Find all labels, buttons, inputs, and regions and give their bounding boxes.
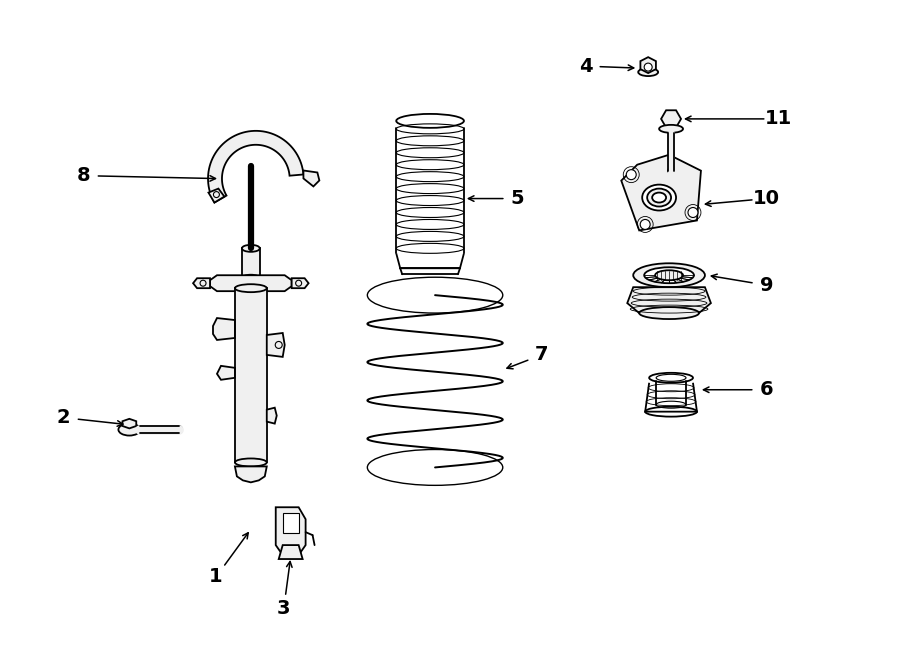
Ellipse shape [235, 284, 266, 292]
Circle shape [640, 219, 650, 229]
Ellipse shape [119, 424, 140, 436]
Text: 11: 11 [765, 109, 792, 128]
Ellipse shape [655, 270, 683, 280]
Polygon shape [209, 188, 224, 202]
Text: 6: 6 [760, 380, 773, 399]
Bar [283, 513, 299, 533]
Text: 1: 1 [209, 567, 223, 586]
Ellipse shape [644, 267, 694, 283]
Ellipse shape [643, 184, 676, 210]
Polygon shape [279, 545, 302, 559]
Text: 5: 5 [511, 189, 525, 208]
Bar [242, 249, 260, 278]
Polygon shape [266, 408, 276, 424]
Ellipse shape [659, 125, 683, 133]
Ellipse shape [652, 192, 666, 202]
Bar [235, 288, 266, 463]
Polygon shape [641, 57, 656, 73]
Ellipse shape [176, 426, 182, 433]
Ellipse shape [242, 245, 260, 252]
Ellipse shape [639, 307, 699, 319]
Polygon shape [266, 333, 284, 357]
Text: 4: 4 [579, 57, 592, 75]
Text: 3: 3 [277, 600, 291, 618]
Ellipse shape [647, 188, 671, 206]
Polygon shape [213, 318, 235, 340]
Ellipse shape [242, 275, 260, 282]
Polygon shape [627, 287, 711, 313]
Text: 8: 8 [76, 166, 90, 185]
Text: 9: 9 [760, 276, 773, 295]
Polygon shape [292, 278, 309, 288]
Polygon shape [194, 278, 210, 288]
Text: 7: 7 [535, 346, 548, 364]
Polygon shape [235, 467, 266, 483]
Circle shape [644, 63, 652, 71]
Ellipse shape [638, 68, 658, 76]
Polygon shape [303, 171, 320, 186]
Polygon shape [275, 507, 306, 555]
Text: 10: 10 [753, 189, 780, 208]
Polygon shape [210, 275, 292, 291]
Ellipse shape [634, 263, 705, 287]
Ellipse shape [668, 168, 674, 173]
Polygon shape [122, 419, 136, 428]
Ellipse shape [235, 459, 266, 467]
Polygon shape [217, 366, 235, 380]
Polygon shape [208, 131, 303, 202]
Circle shape [626, 170, 636, 180]
Polygon shape [621, 155, 701, 231]
Polygon shape [662, 110, 681, 128]
Text: 2: 2 [57, 408, 70, 427]
Circle shape [688, 208, 698, 217]
